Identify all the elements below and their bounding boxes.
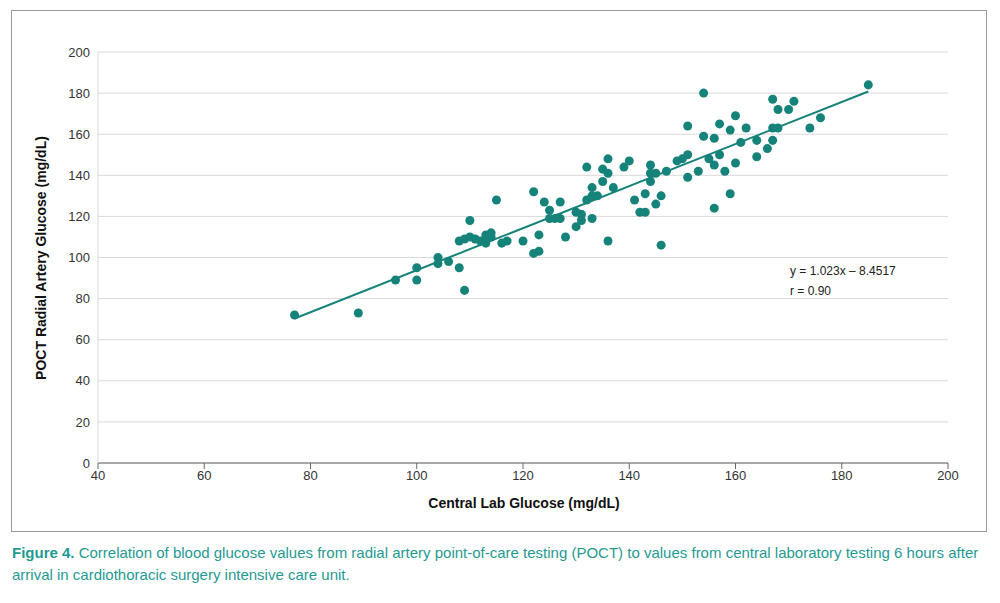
svg-text:200: 200 [68, 45, 90, 60]
svg-text:140: 140 [618, 468, 640, 483]
svg-text:180: 180 [831, 468, 853, 483]
svg-text:0: 0 [83, 456, 90, 471]
html-text:POCT Radial Artery Glucose (mg: POCT Radial Artery Glucose (mg/dL) [33, 136, 49, 380]
html-text:r = 0.90: r = 0.90 [790, 284, 831, 298]
svg-text:60: 60 [197, 468, 211, 483]
svg-text:100: 100 [68, 250, 90, 265]
svg-text:120: 120 [68, 209, 90, 224]
svg-text:40: 40 [91, 468, 105, 483]
svg-text:180: 180 [68, 86, 90, 101]
svg-text:120: 120 [512, 468, 534, 483]
svg-text:80: 80 [303, 468, 317, 483]
svg-text:200: 200 [937, 468, 959, 483]
html-text:Figure 4. Correlation of blood: Figure 4. Correlation of blood glucose v… [12, 544, 979, 583]
svg-text:160: 160 [725, 468, 747, 483]
svg-text:20: 20 [76, 415, 90, 430]
html-text:y = 1.023x – 8.4517: y = 1.023x – 8.4517 [790, 264, 896, 278]
svg-text:60: 60 [76, 332, 90, 347]
html-text:Central Lab Glucose (mg/dL): Central Lab Glucose (mg/dL) [428, 495, 620, 511]
svg-text:160: 160 [68, 127, 90, 142]
svg-text:80: 80 [76, 291, 90, 306]
svg-text:100: 100 [406, 468, 428, 483]
svg-text:140: 140 [68, 168, 90, 183]
svg-text:40: 40 [76, 373, 90, 388]
